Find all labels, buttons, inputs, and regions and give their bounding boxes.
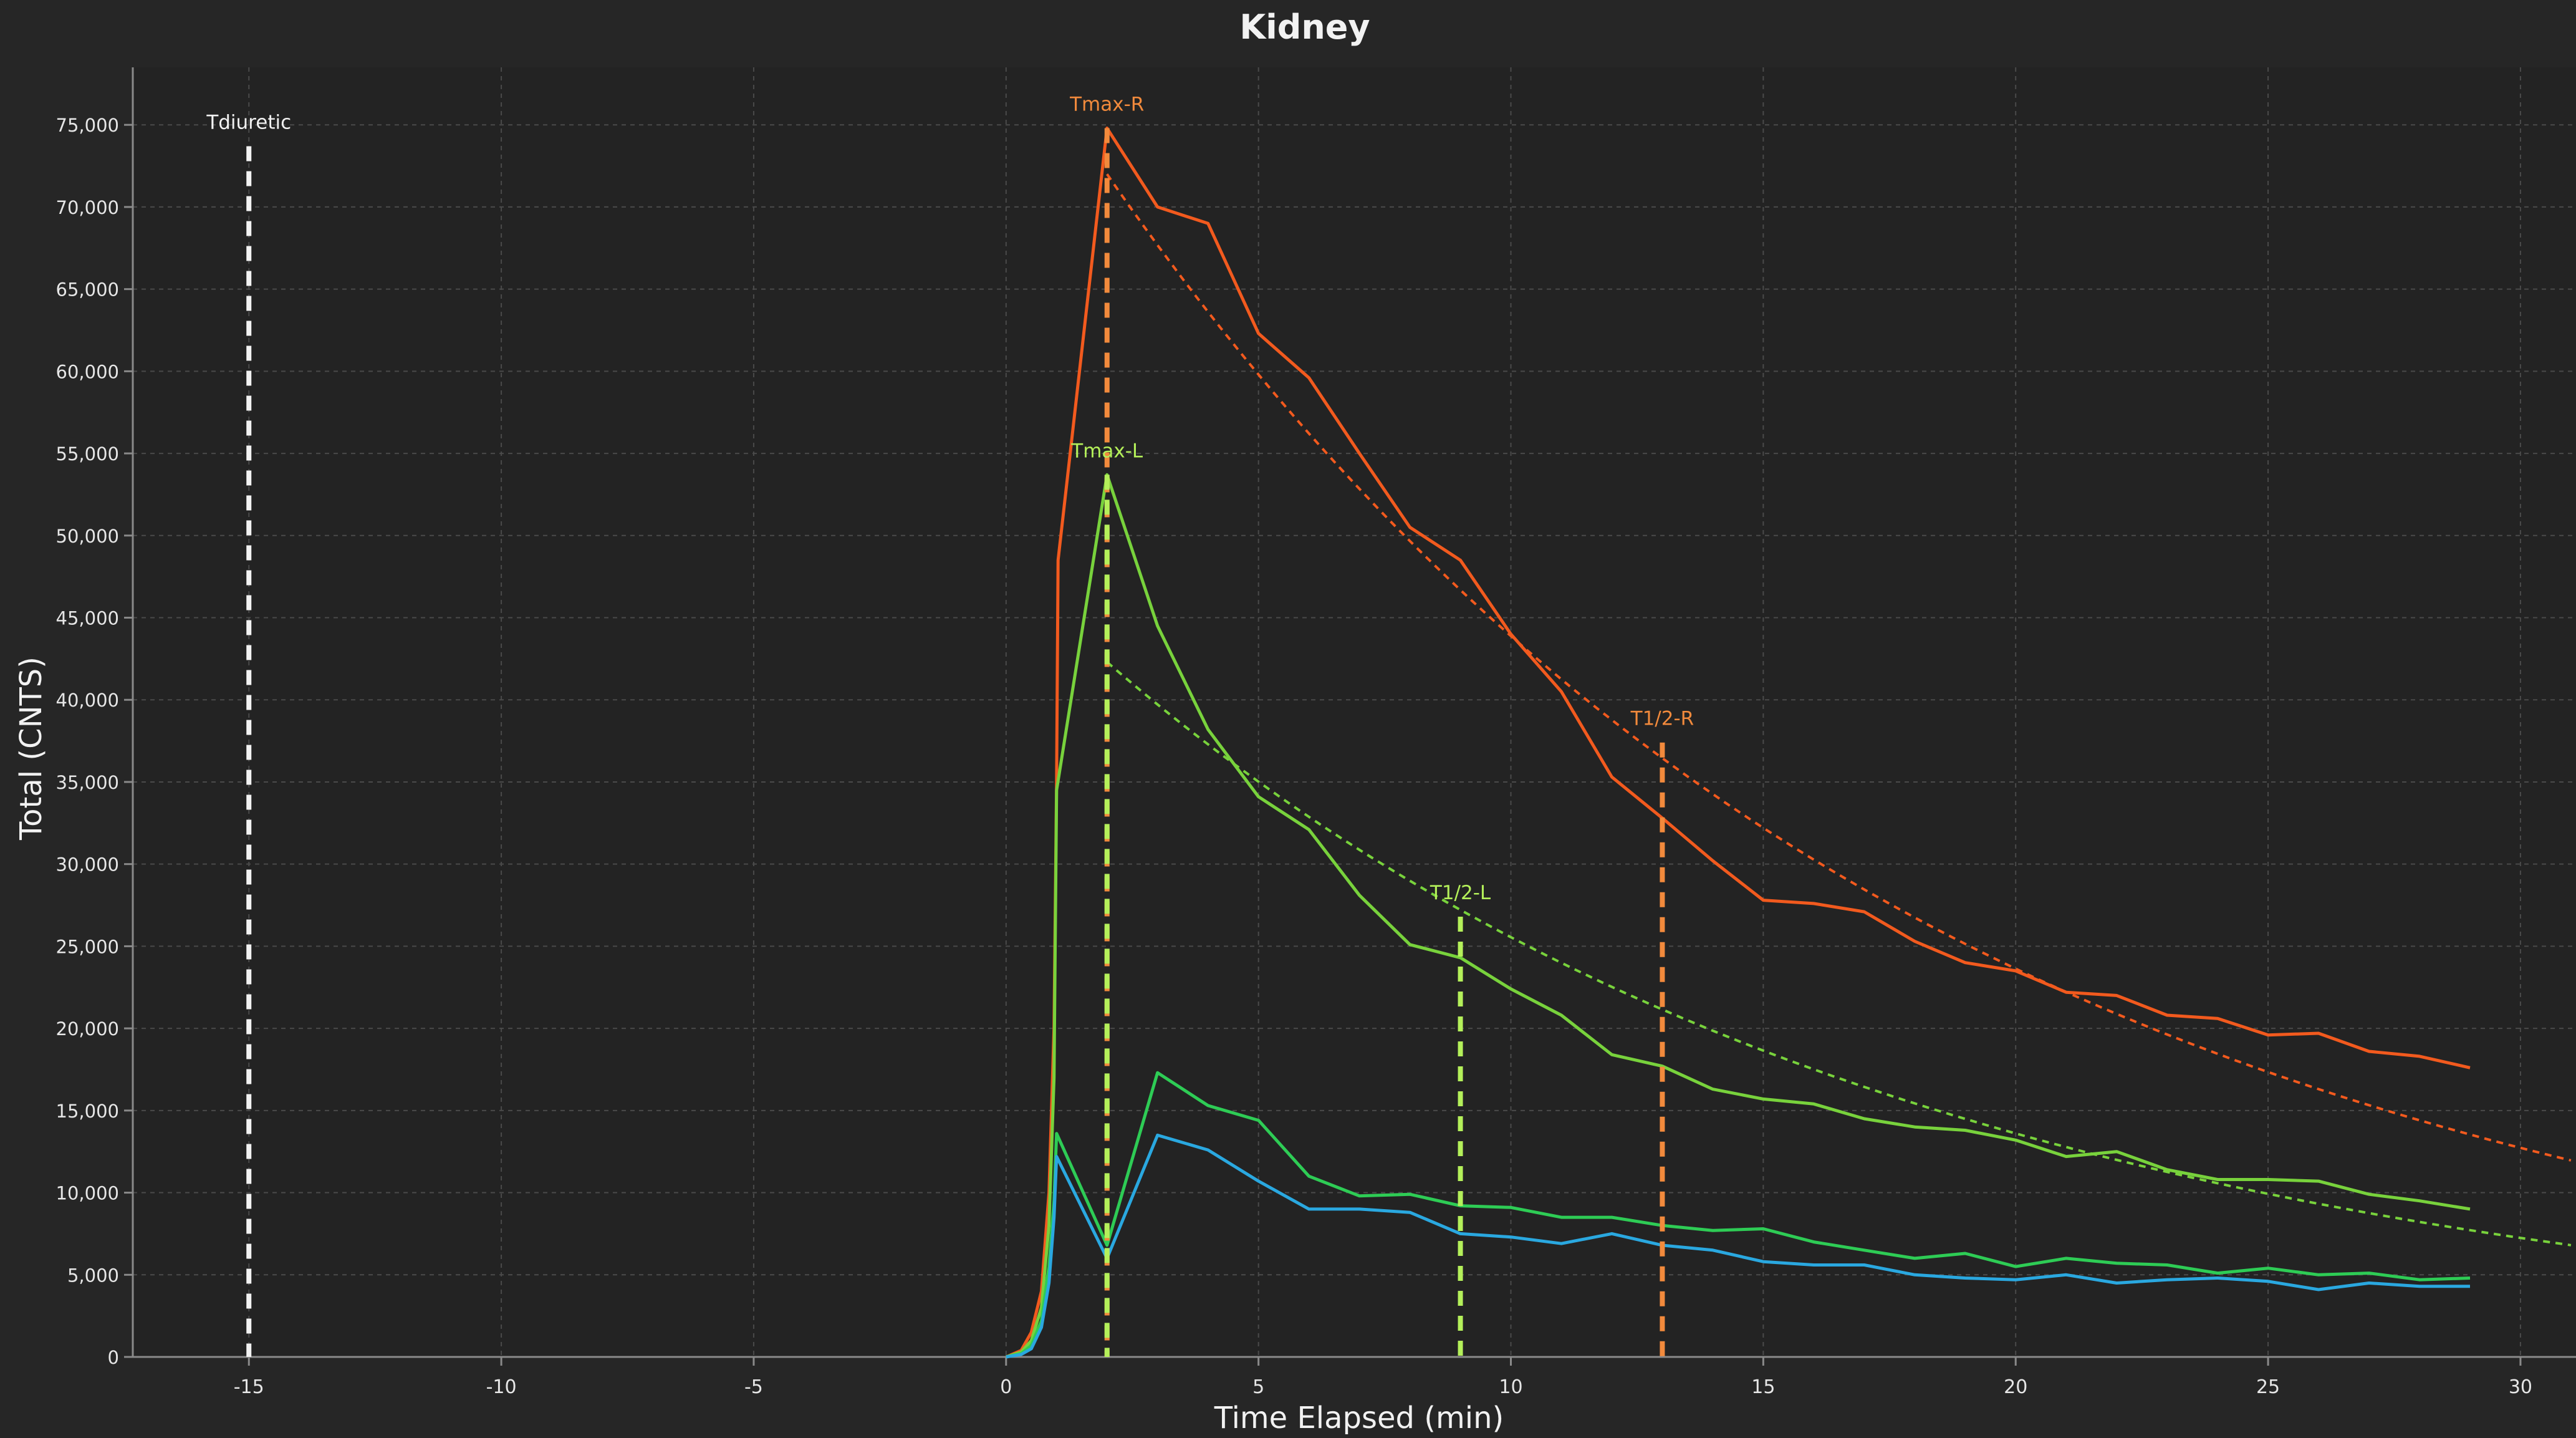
y-tick-label: 35,000 [56,772,119,793]
right-fit-curve [1106,173,2572,1162]
series-blue-line [1006,1133,2470,1359]
y-tick-label: 75,000 [56,115,119,136]
x-tick-label: 25 [2256,1376,2280,1398]
y-tick-label: 0 [108,1347,119,1368]
series-left-line [1006,473,2471,1359]
y-tick-label: 40,000 [56,690,119,711]
y-tick-label: 20,000 [56,1018,119,1040]
marker-tmax-r-label: Tmax-R [1069,93,1144,115]
x-tick-label: -15 [234,1376,264,1398]
x-tick-label: 5 [1252,1376,1264,1398]
marker-tmax-l-label: Tmax-L [1070,440,1143,462]
y-tick-label: 30,000 [56,854,119,876]
y-tick-label: 10,000 [56,1183,119,1204]
x-tick-label: 20 [2004,1376,2027,1398]
x-tick-label: 30 [2509,1376,2532,1398]
y-tick-label: 50,000 [56,526,119,547]
axes: 0 5,000 10,000 15,000 20,000 25,000 30,000 35,0… [56,67,2576,1398]
y-tick-label: 70,000 [56,197,119,218]
y-tick-label: 15,000 [56,1101,119,1122]
y-tick-label: 25,000 [56,936,119,957]
left-fit-curve [1106,661,2572,1247]
x-tick-label: 10 [1499,1376,1522,1398]
y-tick-label: 5,000 [67,1265,119,1286]
y-tick-label: 55,000 [56,443,119,465]
x-tick-label: 0 [1000,1376,1012,1398]
x-axis-label: Time Elapsed (min) [1214,1401,1504,1436]
plot-area [133,67,2576,1357]
y-tick-label: 60,000 [56,361,119,382]
y-tick-label: 65,000 [56,279,119,301]
marker-tdiuretic-label: Tdiuretic [206,111,291,133]
x-tick-label: -5 [744,1376,763,1398]
event-markers: Tdiuretic Tmax-R Tmax-L T1/2-L T1/2-R [206,93,1694,1357]
marker-t12-r-label: T1/2-R [1630,708,1694,730]
data-series [1005,127,2471,1359]
fit-curves [1106,173,2572,1247]
chart-title: Kidney [1239,7,1370,47]
y-tick-label: 45,000 [56,608,119,629]
x-tick-label: -10 [486,1376,517,1398]
marker-t12-l-label: T1/2-L [1430,882,1491,904]
y-axis-label: Total (CNTS) [14,657,49,841]
x-tick-label: 15 [1751,1376,1775,1398]
